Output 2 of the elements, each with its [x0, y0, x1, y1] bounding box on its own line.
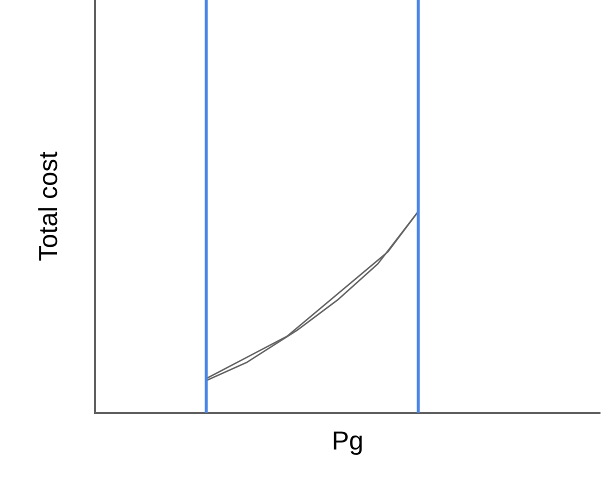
x-axis-title: Pg	[332, 426, 364, 456]
y-axis-title: Total cost	[32, 150, 63, 262]
